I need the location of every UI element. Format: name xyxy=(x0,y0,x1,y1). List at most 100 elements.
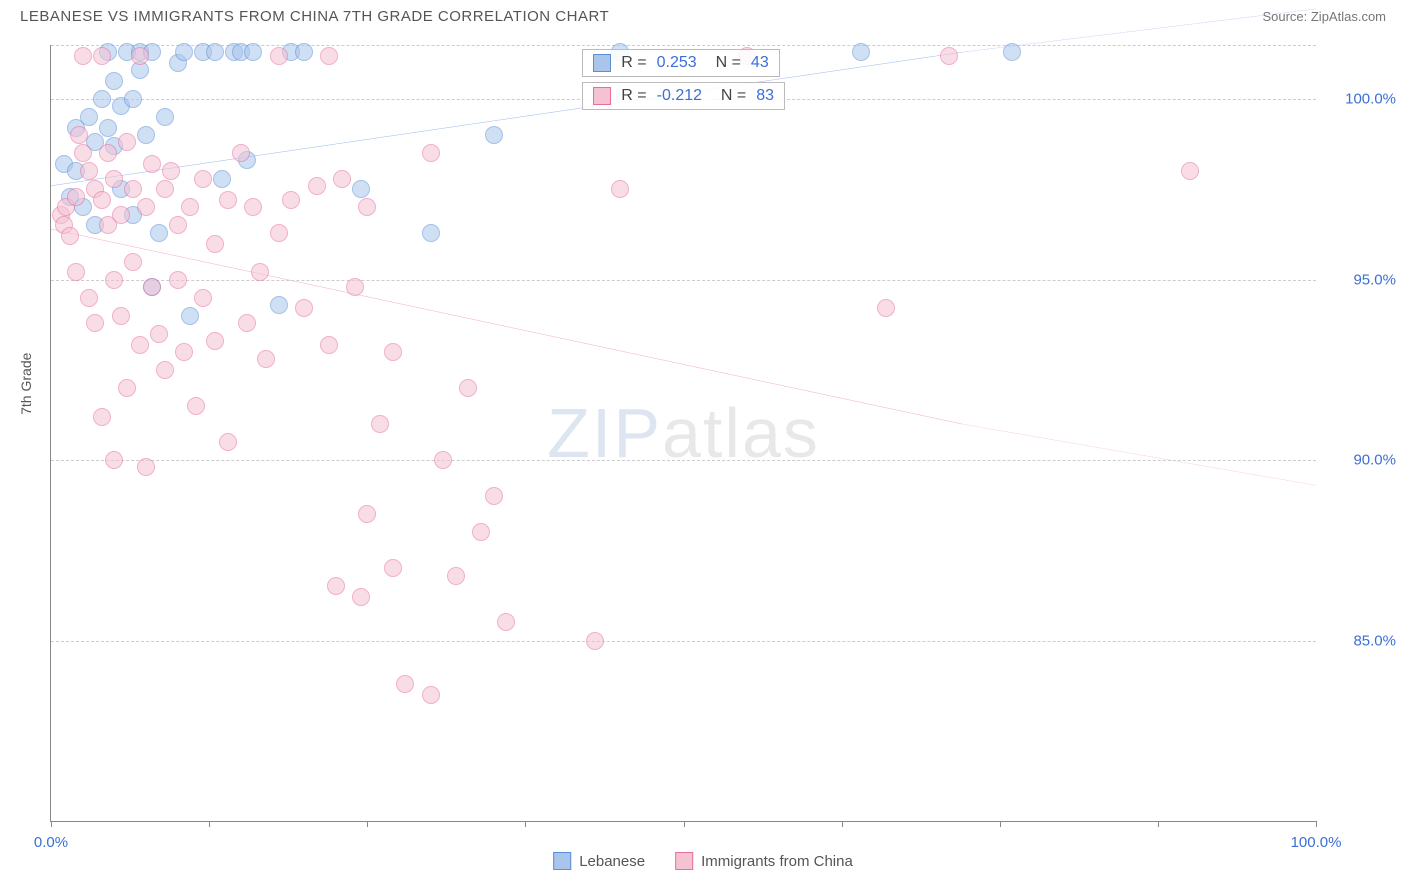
data-point xyxy=(358,198,376,216)
data-point xyxy=(112,307,130,325)
data-point xyxy=(320,47,338,65)
data-point xyxy=(169,271,187,289)
x-tick xyxy=(525,821,526,827)
data-point xyxy=(282,191,300,209)
data-point xyxy=(472,523,490,541)
data-point xyxy=(485,487,503,505)
data-point xyxy=(257,350,275,368)
data-point xyxy=(112,206,130,224)
x-tick-label: 0.0% xyxy=(34,834,68,851)
data-point xyxy=(206,43,224,61)
legend-swatch xyxy=(675,852,693,870)
data-point xyxy=(295,299,313,317)
data-point xyxy=(320,336,338,354)
data-point xyxy=(308,177,326,195)
legend-label: Lebanese xyxy=(579,853,645,870)
data-point xyxy=(422,144,440,162)
data-point xyxy=(124,180,142,198)
data-point xyxy=(371,415,389,433)
data-point xyxy=(213,170,231,188)
data-point xyxy=(105,72,123,90)
data-point xyxy=(422,224,440,242)
data-point xyxy=(86,314,104,332)
data-point xyxy=(67,263,85,281)
data-point xyxy=(156,361,174,379)
data-point xyxy=(206,235,224,253)
data-point xyxy=(74,47,92,65)
data-point xyxy=(497,613,515,631)
stats-box: R = 0.253 N = 43 xyxy=(582,49,779,77)
data-point xyxy=(586,632,604,650)
stats-n-label: N = xyxy=(712,87,746,105)
x-tick xyxy=(367,821,368,827)
data-point xyxy=(156,180,174,198)
stats-swatch xyxy=(593,87,611,105)
data-point xyxy=(70,126,88,144)
data-point xyxy=(181,307,199,325)
data-point xyxy=(219,433,237,451)
data-point xyxy=(238,314,256,332)
data-point xyxy=(118,133,136,151)
data-point xyxy=(124,253,142,271)
scatter-chart: ZIPatlas 85.0%90.0%95.0%100.0%0.0%100.0%… xyxy=(50,45,1316,822)
x-tick xyxy=(842,821,843,827)
data-point xyxy=(206,332,224,350)
data-point xyxy=(93,191,111,209)
data-point xyxy=(80,162,98,180)
trend-line xyxy=(51,52,962,186)
x-tick-label: 100.0% xyxy=(1291,834,1342,851)
data-point xyxy=(156,108,174,126)
data-point xyxy=(131,336,149,354)
stats-r-label: R = xyxy=(621,87,646,105)
legend-label: Immigrants from China xyxy=(701,853,853,870)
data-point xyxy=(877,299,895,317)
data-point xyxy=(459,379,477,397)
data-point xyxy=(940,47,958,65)
data-point xyxy=(333,170,351,188)
data-point xyxy=(105,451,123,469)
data-point xyxy=(434,451,452,469)
data-point xyxy=(137,458,155,476)
trend-line-extrapolated xyxy=(962,424,1316,485)
legend-swatch xyxy=(553,852,571,870)
x-tick xyxy=(209,821,210,827)
data-point xyxy=(251,263,269,281)
data-point xyxy=(194,170,212,188)
data-point xyxy=(99,144,117,162)
data-point xyxy=(175,343,193,361)
data-point xyxy=(137,198,155,216)
data-point xyxy=(270,47,288,65)
gridline xyxy=(51,641,1316,642)
data-point xyxy=(105,271,123,289)
x-tick xyxy=(1316,821,1317,827)
data-point xyxy=(1181,162,1199,180)
data-point xyxy=(143,155,161,173)
data-point xyxy=(447,567,465,585)
data-point xyxy=(352,180,370,198)
y-axis-label: 7th Grade xyxy=(18,353,34,415)
data-point xyxy=(61,227,79,245)
data-point xyxy=(295,43,313,61)
data-point xyxy=(270,296,288,314)
data-point xyxy=(93,408,111,426)
data-point xyxy=(384,559,402,577)
stats-r-value: -0.212 xyxy=(657,87,702,105)
data-point xyxy=(422,686,440,704)
data-point xyxy=(150,325,168,343)
y-tick-label: 95.0% xyxy=(1326,271,1396,288)
data-point xyxy=(852,43,870,61)
data-point xyxy=(105,170,123,188)
data-point xyxy=(244,198,262,216)
stats-n-label: N = xyxy=(707,54,741,72)
data-point xyxy=(1003,43,1021,61)
stats-n-value: 83 xyxy=(756,87,774,105)
stats-box: R = -0.212 N = 83 xyxy=(582,82,785,110)
data-point xyxy=(346,278,364,296)
data-point xyxy=(181,198,199,216)
chart-title: LEBANESE VS IMMIGRANTS FROM CHINA 7TH GR… xyxy=(20,8,609,25)
data-point xyxy=(352,588,370,606)
stats-n-value: 43 xyxy=(751,54,769,72)
data-point xyxy=(118,379,136,397)
x-tick xyxy=(51,821,52,827)
data-point xyxy=(131,47,149,65)
